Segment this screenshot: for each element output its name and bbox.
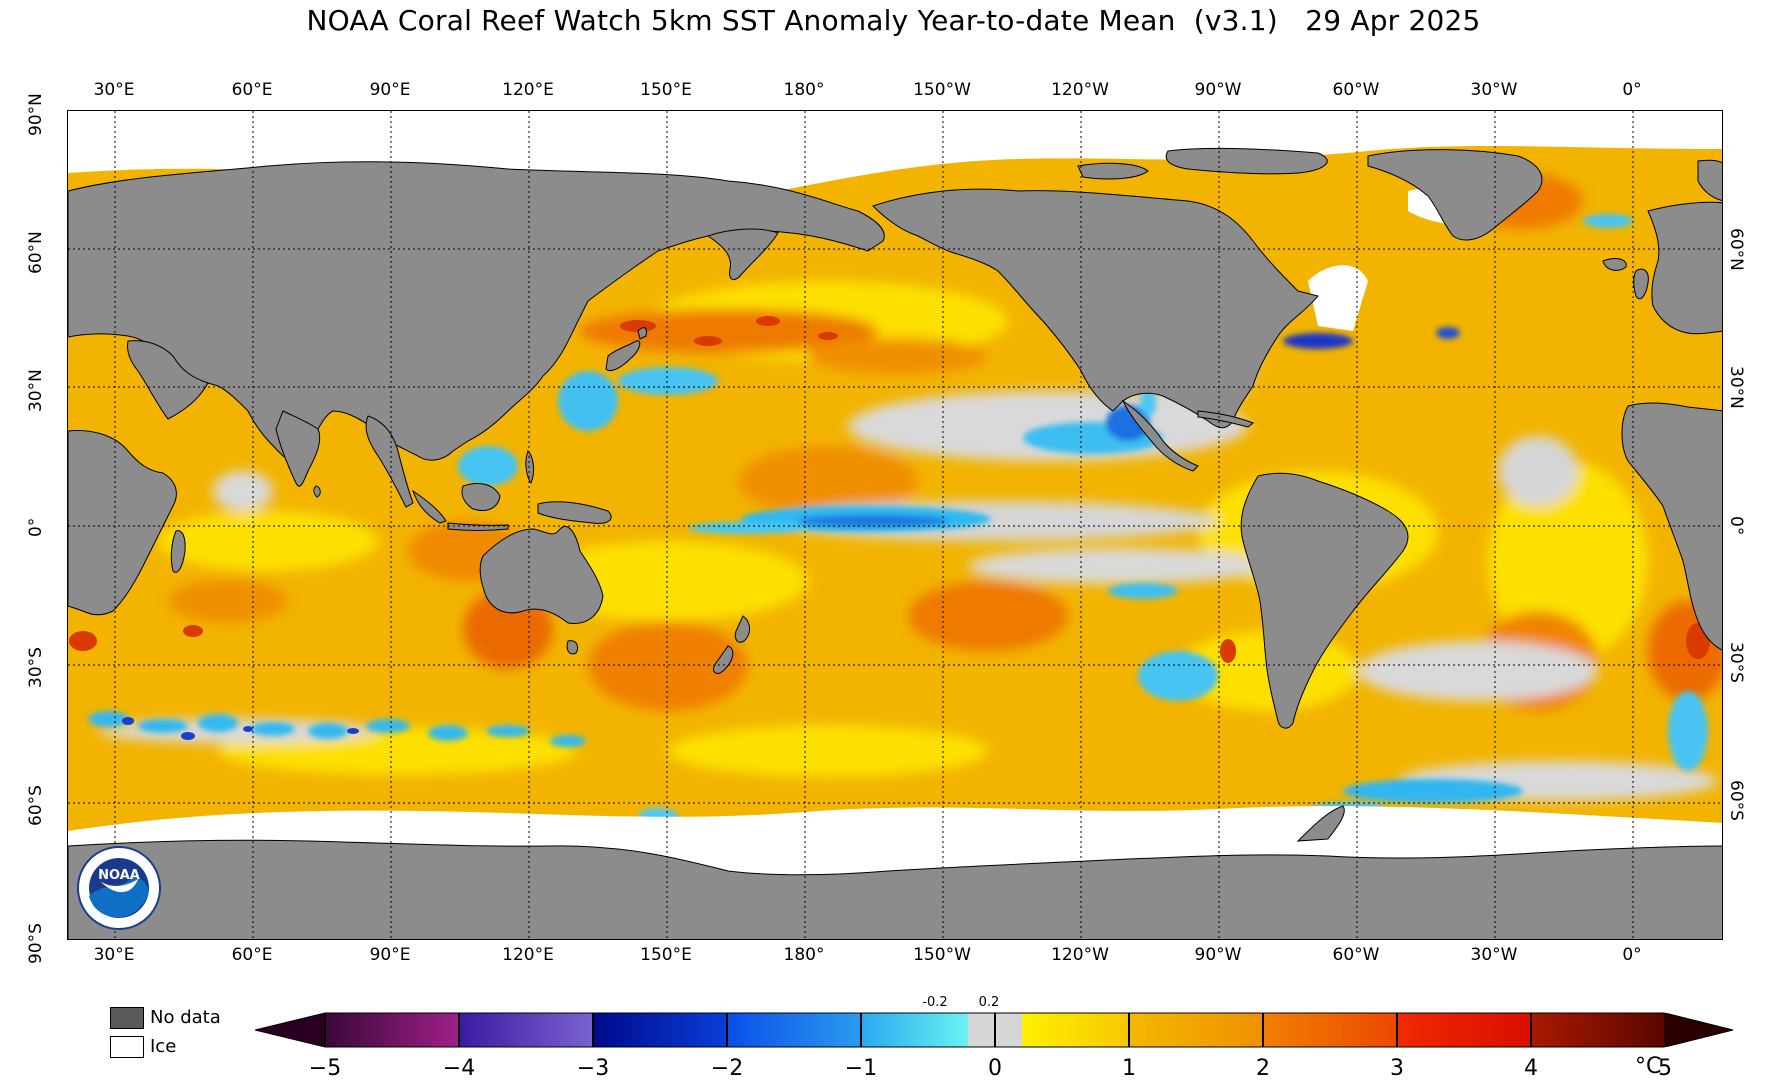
colorbar — [255, 1012, 1665, 1048]
colorbar-left-arrow — [255, 1012, 326, 1048]
lat-label-left: 30°S — [26, 647, 46, 688]
lon-label-bottom: 120°W — [1051, 945, 1109, 965]
lon-label-bottom: 90°E — [369, 945, 411, 965]
lat-label-right: 30°N — [1726, 366, 1746, 409]
ice-swatch — [110, 1036, 144, 1058]
lon-label-top: 150°E — [640, 80, 692, 100]
lat-label-left: 60°N — [26, 231, 46, 274]
lon-label-top: 180° — [783, 80, 825, 100]
colorbar-tick: 5 — [1658, 1056, 1672, 1081]
lon-label-top: 120°W — [1051, 80, 1109, 100]
lon-label-top: 60°E — [231, 80, 273, 100]
lon-label-bottom: 120°E — [502, 945, 554, 965]
graticule — [68, 111, 1722, 939]
lon-label-top: 60°W — [1332, 80, 1380, 100]
noaa-logo-text: NOAA — [98, 868, 140, 883]
lon-label-bottom: 60°W — [1332, 945, 1380, 965]
lon-label-bottom: 60°E — [231, 945, 273, 965]
colorbar-unit: °C — [1635, 1054, 1662, 1079]
no-data-label: No data — [150, 1007, 221, 1028]
lon-label-bottom: 90°W — [1194, 945, 1242, 965]
map-title: NOAA Coral Reef Watch 5km SST Anomaly Ye… — [306, 4, 1481, 37]
lat-label-right: 0° — [1726, 516, 1746, 536]
lat-label-left: 30°N — [26, 369, 46, 412]
lon-label-bottom: 30°W — [1470, 945, 1518, 965]
sst-anomaly-map: NOAA — [67, 110, 1723, 940]
colorbar-tick: 2 — [1256, 1056, 1270, 1081]
lon-label-bottom: 30°E — [93, 945, 135, 965]
no-data-swatch — [110, 1007, 144, 1029]
lon-label-bottom: 150°E — [640, 945, 692, 965]
lon-label-bottom: 0° — [1622, 945, 1642, 965]
lon-label-bottom: 180° — [783, 945, 825, 965]
lon-label-top: 120°E — [502, 80, 554, 100]
lon-label-top: 30°E — [93, 80, 135, 100]
colorbar-tick: 4 — [1524, 1056, 1538, 1081]
lat-label-right: 60°N — [1726, 228, 1746, 271]
colorbar-tick: −2 — [710, 1056, 744, 1081]
colorbar-tick: −3 — [576, 1056, 610, 1081]
noaa-logo: NOAA — [77, 846, 161, 930]
colorbar-tick: 1 — [1122, 1056, 1136, 1081]
lon-label-top: 90°E — [369, 80, 411, 100]
colorbar-small-tick: -0.2 — [922, 995, 948, 1010]
lat-label-right: 60°S — [1726, 780, 1746, 821]
colorbar-tick: −5 — [308, 1056, 342, 1081]
lat-label-left: 0° — [26, 517, 46, 537]
lat-label-right: 30°S — [1726, 642, 1746, 683]
map-canvas: NOAA — [68, 111, 1722, 939]
ice-label: Ice — [150, 1036, 177, 1057]
lon-label-top: 30°W — [1470, 80, 1518, 100]
lat-label-left: 90°S — [26, 923, 46, 964]
lon-label-top: 90°W — [1194, 80, 1242, 100]
colorbar-right-arrow — [1665, 1013, 1734, 1047]
colorbar-tick: −4 — [442, 1056, 476, 1081]
lat-label-left: 90°N — [26, 93, 46, 136]
lon-label-top: 0° — [1622, 80, 1642, 100]
colorbar-tick: 3 — [1390, 1056, 1404, 1081]
lat-label-left: 60°S — [26, 785, 46, 826]
lon-label-top: 150°W — [913, 80, 971, 100]
colorbar-tick: −1 — [844, 1056, 878, 1081]
lon-label-bottom: 150°W — [913, 945, 971, 965]
colorbar-tick: 0 — [988, 1056, 1002, 1081]
colorbar-small-tick: 0.2 — [978, 995, 1000, 1010]
